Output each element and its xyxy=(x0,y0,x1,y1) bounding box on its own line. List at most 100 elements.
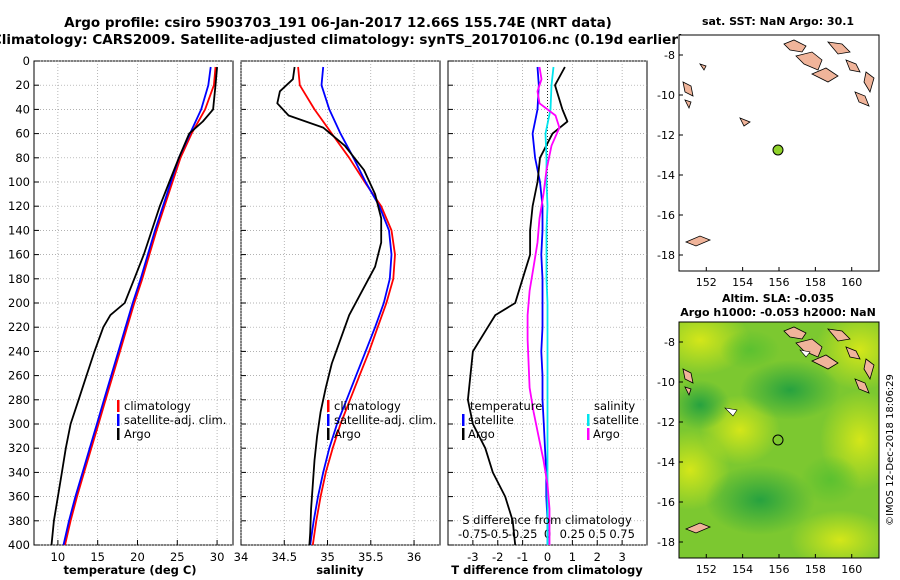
s-difference-tick-label: -0.75 xyxy=(458,527,488,541)
series-line-argo xyxy=(276,66,383,546)
difference-legend: temperature salinity satellite Argo sate… xyxy=(462,399,639,527)
y-tick-label: 280 xyxy=(8,393,30,407)
legend-swatch-satellite xyxy=(327,414,330,426)
s-difference-tick-label: 0.75 xyxy=(609,527,635,541)
legend-label-satellite: satellite-adj. clim. xyxy=(124,413,226,427)
temperature-panel: 0 20 40 60 80 100 120 140 160 180 200 220 240 260 280 3… xyxy=(8,54,234,564)
legend-swatch-satellite xyxy=(117,414,120,426)
y-tick-label: 20 xyxy=(15,78,30,92)
legend-swatch-t-satellite xyxy=(462,414,465,426)
legend-title-salinity: salinity xyxy=(594,399,635,413)
y-tick-label: 360 xyxy=(8,490,30,504)
map-y-tick-label: -12 xyxy=(657,129,675,142)
x-tick-label: 25 xyxy=(170,550,185,564)
x-tick-label: 1 xyxy=(569,550,576,564)
y-tick-label: 140 xyxy=(8,223,30,237)
x-tick-label: 30 xyxy=(210,550,225,564)
map-y-tick-label: -16 xyxy=(657,209,675,222)
map-x-tick-label: 158 xyxy=(805,563,826,576)
series-line-climatology xyxy=(297,66,396,546)
s-difference-tick-label: 0.5 xyxy=(588,527,606,541)
map-x-tick-label: 154 xyxy=(732,276,753,289)
x-tick-label: 3 xyxy=(618,550,625,564)
y-tick-label: 240 xyxy=(8,344,30,358)
argo-position-marker xyxy=(772,434,784,446)
map-y-tick-label: -14 xyxy=(657,456,675,469)
map-y-tick-label: -10 xyxy=(657,89,675,102)
map-x-tick-label: 156 xyxy=(769,563,790,576)
s-difference-axis-label: S difference from climatology xyxy=(462,513,632,527)
y-tick-label: 400 xyxy=(8,538,30,552)
legend-label-climatology: climatology xyxy=(124,399,191,413)
legend-label-climatology: climatology xyxy=(334,399,401,413)
series-line-t-satellite xyxy=(531,66,549,545)
map-x-tick-label: 158 xyxy=(805,276,826,289)
map-x-tick-label: 156 xyxy=(769,276,790,289)
x-tick-label: 2 xyxy=(594,550,601,564)
map-x-tick-label: 160 xyxy=(841,276,862,289)
map-y-tick-label: -12 xyxy=(657,416,675,429)
difference-panel: -3 -2 -1 0 1 2 3-0.75-0.5-0.25 0 0.25 0.5 0.75 xyxy=(447,60,648,564)
timestamp: ©IMOS 12-Dec-2018 18:06:29 xyxy=(885,374,896,526)
legend-label-argo: Argo xyxy=(334,427,361,441)
x-tick-label: -2 xyxy=(492,550,503,564)
figure-title-line2: Climatology: CARS2009. Satellite-adjuste… xyxy=(0,32,684,48)
series-line-t-argo xyxy=(466,66,569,546)
map-y-tick-label: -16 xyxy=(657,496,675,509)
sst-map: sat. SST: NaN Argo: 30.1 152 154 156 158 160… xyxy=(657,15,880,289)
legend-swatch-s-satellite xyxy=(587,414,590,426)
argo-position-marker xyxy=(772,144,784,156)
sst-map-title: sat. SST: NaN Argo: 30.1 xyxy=(702,15,854,28)
x-tick-label: 34 xyxy=(234,550,249,564)
y-tick-label: 180 xyxy=(8,272,30,286)
sla-map: Altim. SLA: -0.035 Argo h1000: -0.053 h2… xyxy=(657,292,880,576)
x-tick-label: 35.5 xyxy=(358,550,384,564)
series-line-s-satellite xyxy=(544,66,555,545)
series-line-argo xyxy=(50,66,218,546)
x-tick-label: 35 xyxy=(320,550,335,564)
temperature-axis-label: temperature (deg C) xyxy=(63,563,196,577)
s-difference-tick-label: -0.5 xyxy=(487,527,509,541)
y-tick-label: 80 xyxy=(15,151,30,165)
legend-label-satellite: satellite-adj. clim. xyxy=(334,413,436,427)
map-y-tick-label: -14 xyxy=(657,169,675,182)
s-difference-tick-label: 0.25 xyxy=(560,527,586,541)
sla-map-title-line2: Argo h1000: -0.053 h2000: NaN xyxy=(680,306,876,319)
y-tick-label: 100 xyxy=(8,175,30,189)
map-y-tick-label: -18 xyxy=(657,536,675,549)
map-y-tick-label: -18 xyxy=(657,249,675,262)
x-tick-label: 15 xyxy=(90,550,105,564)
map-x-tick-label: 152 xyxy=(696,563,717,576)
legend-swatch-t-argo xyxy=(462,428,465,440)
legend-swatch-climatology xyxy=(117,400,120,412)
legend-label-t-satellite: satellite xyxy=(468,413,514,427)
x-tick-label: 36 xyxy=(407,550,422,564)
series-line-satellite-adj-clim- xyxy=(309,66,393,546)
map-y-tick-label: -8 xyxy=(664,49,675,62)
legend-swatch-s-argo xyxy=(587,428,590,440)
x-tick-label: 34.5 xyxy=(271,550,297,564)
legend-label-s-satellite: satellite xyxy=(593,413,639,427)
y-tick-label: 380 xyxy=(8,514,30,528)
legend-title-temperature: temperature xyxy=(470,399,542,413)
y-tick-label: 0 xyxy=(23,54,30,68)
legend-label-s-argo: Argo xyxy=(593,427,620,441)
y-tick-label: 260 xyxy=(8,369,30,383)
legend-swatch-climatology xyxy=(327,400,330,412)
figure-title-line1: Argo profile: csiro 5903703_191 06-Jan-2… xyxy=(64,15,612,31)
legend-swatch-argo xyxy=(117,428,120,440)
y-tick-label: 300 xyxy=(8,417,30,431)
y-tick-label: 60 xyxy=(15,127,30,141)
y-tick-label: 40 xyxy=(15,102,30,116)
salinity-axis-label: salinity xyxy=(316,563,364,577)
sla-field xyxy=(679,322,879,558)
land-outlines xyxy=(682,39,875,247)
sla-map-title-line1: Altim. SLA: -0.035 xyxy=(722,292,834,305)
series-line-climatology xyxy=(64,66,217,546)
x-tick-label: 0 xyxy=(544,550,551,564)
y-tick-label: 120 xyxy=(8,199,30,213)
salinity-legend: climatology satellite-adj. clim. Argo xyxy=(327,399,436,441)
y-tick-label: 160 xyxy=(8,248,30,262)
temperature-legend: climatology satellite-adj. clim. Argo xyxy=(117,399,226,441)
